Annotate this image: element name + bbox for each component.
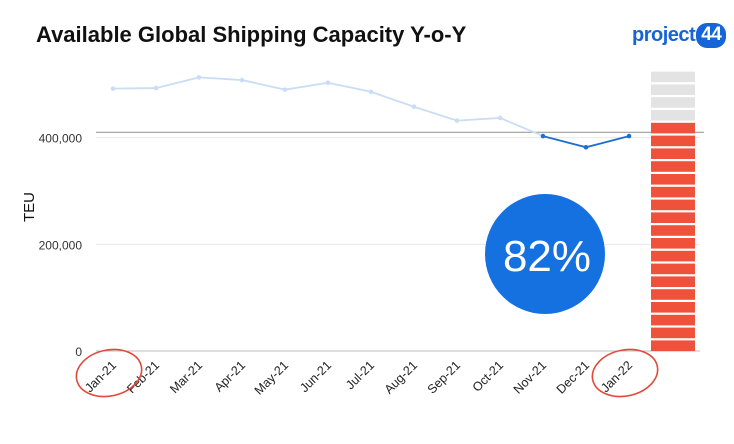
capacity-bar-segment: [651, 327, 695, 339]
project44-logo: project 44: [632, 20, 727, 50]
label-circle-annotation: [591, 348, 659, 398]
capacity-bar-segment: [651, 135, 695, 147]
x-tick-label: Feb-21: [124, 358, 162, 396]
capacity-bar-segment: [651, 97, 695, 108]
capacity-bar-segment: [651, 199, 695, 211]
capacity-bar-segment: [651, 225, 695, 236]
capacity-bar-segment: [651, 161, 695, 172]
y-axis: 0 200,000 400,000 TEU: [21, 132, 82, 359]
capacity-bar: [651, 71, 695, 351]
data-point: [583, 144, 589, 150]
capacity-bar-segment: [651, 186, 695, 198]
data-point: [239, 77, 245, 83]
capacity-bar-segment: [651, 110, 695, 121]
data-point: [454, 118, 460, 123]
x-tick-label: Jan-22: [598, 358, 635, 395]
data-point: [497, 115, 503, 121]
data-point: [626, 133, 632, 139]
capacity-bar-segment: [651, 314, 695, 326]
series-lines: [112, 76, 630, 149]
x-tick-label: May-21: [252, 358, 291, 397]
chart-title: Available Global Shipping Capacity Y-o-Y: [36, 22, 467, 47]
callout-circle: [485, 194, 605, 314]
x-tick-label: Nov-21: [511, 358, 549, 396]
x-tick-label: Jul-21: [343, 358, 377, 392]
capacity-bar-segment: [651, 122, 695, 134]
capacity-bar-segment: [651, 238, 695, 249]
capacity-bar-segment: [651, 263, 695, 275]
x-tick-label: Dec-21: [554, 358, 592, 396]
capacity-bar-segment: [651, 250, 695, 262]
capacity-bar-segment: [651, 71, 695, 83]
data-point: [540, 133, 546, 139]
y-tick-label: 200,000: [39, 238, 83, 252]
capacity-bar-segment: [651, 174, 695, 185]
capacity-bar-segment: [651, 212, 695, 223]
y-tick-label: 0: [75, 345, 82, 359]
capacity-bar-segment: [651, 84, 695, 95]
x-tick-label: Mar-21: [167, 358, 205, 396]
annotations: [75, 348, 659, 398]
data-point: [110, 86, 116, 91]
gridlines: [96, 131, 704, 352]
x-tick-label: Jun-21: [297, 358, 334, 395]
data-point: [368, 89, 374, 95]
callout-value: 82%: [503, 232, 591, 281]
data-point: [325, 80, 331, 86]
data-point: [411, 104, 417, 110]
x-tick-label: Sep-21: [425, 358, 463, 396]
capacity-bar-segment: [651, 289, 695, 300]
capacity-bar-segment: [651, 302, 695, 313]
capacity-bar-segment: [651, 340, 695, 351]
label-circle-annotation: [75, 348, 143, 398]
y-axis-label: TEU: [21, 192, 38, 222]
logo-badge: 44: [696, 22, 727, 48]
capacity-bar-segment: [651, 148, 695, 159]
y-tick-label: 400,000: [39, 132, 83, 146]
data-point: [153, 85, 159, 91]
x-tick-label: Apr-21: [212, 358, 248, 394]
x-tick-label: Aug-21: [382, 358, 420, 396]
x-axis: Jan-21 Feb-21 Mar-21 Apr-21 May-21 Jun-21 Jul-…: [82, 358, 635, 397]
data-point: [282, 87, 288, 92]
x-tick-label: Jan-21: [82, 358, 119, 395]
series-line-faded: [112, 76, 544, 137]
data-point: [196, 75, 202, 80]
logo-text: project: [632, 23, 696, 46]
capacity-bar-segment: [651, 276, 695, 287]
callout: 82%: [485, 194, 605, 314]
x-tick-label: Oct-21: [470, 358, 506, 394]
data-points: [110, 75, 632, 150]
